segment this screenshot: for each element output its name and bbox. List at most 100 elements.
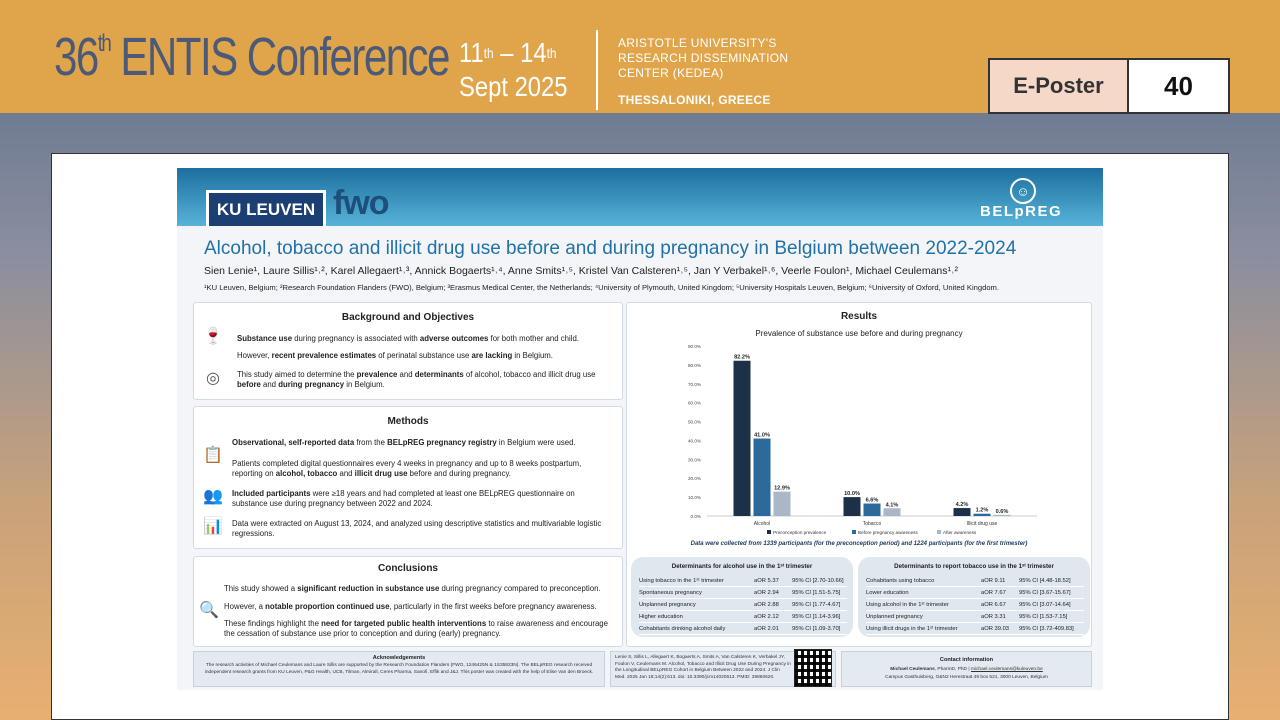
det-alcohol-ci: 95% CI [2.70-10.66] [792,577,844,584]
det-tobacco-label: Using illicit drugs in the 1ˢᵗ trimester [866,625,958,632]
bar-preconception-prevalence [953,508,971,516]
det-tobacco-ci: 95% CI [3.67-15.67] [1019,589,1071,596]
det-alcohol-label: Cohabitants drinking alcohol daily [639,625,726,632]
conference-dates: 11th – 14th Sept 2025 [459,36,568,104]
bar-data-label: 4.1% [886,502,899,508]
chart-title: Prevalence of substance use before and d… [755,329,963,338]
det-tobacco-ci: 95% CI [1.53-7.15] [1019,613,1068,620]
venue-city: THESSALONIKI, GREECE [618,93,771,107]
conference-name: 36th ENTIS Conference [54,27,450,87]
det-alcohol-row: Unplanned pregnancy aOR 2.88 95% CI [1.77-… [639,599,847,611]
y-tick-label: 90.0% [688,344,701,349]
contact-email-link[interactable]: michael.ceulemans@kuleuven.be [970,667,1043,672]
bar-before-pregnancy-awareness [973,513,991,516]
date-end-suffix: th [546,45,557,61]
det-alcohol-row: Using tobacco in the 1ˢᵗ trimester aOR 5.… [639,575,847,587]
legend-label: Before pregnancy awareness [858,530,918,535]
y-tick-label: 70.0% [688,382,701,387]
eposter-badge: E-Poster 40 [988,58,1230,114]
bar-data-label: 4.2% [956,502,969,508]
background-title: Background and Objectives [341,312,475,323]
acknowledgements-title: Acknowledgements [372,655,426,661]
poster: KU LEUVEN fwo ☺ BELpREG Alcohol, tobacco… [177,168,1103,690]
det-tobacco-row: Lower education aOR 7.67 95% CI [3.67-15.6… [866,587,1084,599]
target-icon: ◎ [206,370,220,387]
qr-code[interactable] [794,649,832,687]
x-category-label: Tobacco [863,521,882,527]
x-category-label: Illicit drug use [967,521,998,527]
conclusions-paragraph-1: This study showed a significant reductio… [224,584,601,593]
det-tobacco-label: Cohabitants using tobacco [866,577,935,584]
bar-after-awareness [993,514,1011,516]
tobacco-determinants-table: Determinants to report tobacco use in th… [858,557,1090,637]
bar-data-label: 82.2% [734,355,750,361]
reference-box: Lenie S, Sillis L, Allegaert K, Bogaerts… [610,649,836,687]
background-section: Background and Objectives 🍷 Substance us… [193,302,623,400]
alcohol-determinants-table: Determinants for alcohol use in the 1ˢᵗ … [631,557,853,637]
conference-banner: 36th ENTIS Conference 11th – 14th Sept 2… [0,0,1280,113]
date-month-year: Sept 2025 [459,71,568,102]
conclusions-paragraph-3: These findings highlight the need for ta… [224,619,608,638]
participants-icon: 👥 [203,488,223,505]
conclusions-section: Conclusions 🔍 This study showed a signif… [193,556,623,647]
poster-title: Alcohol, tobacco and illicit drug use be… [204,238,1017,259]
legend-label: Preconception prevalence [773,530,827,535]
reference-text: Lenie S, Sillis L, Allegaert K, Bogaerts… [615,655,791,680]
det-tobacco-label: Unplanned pregnancy [866,613,923,620]
det-tobacco-row: Using illicit drugs in the 1ˢᵗ trimester… [866,623,1084,635]
banner-divider [596,30,598,110]
tobacco-determinants-title: Determinants to report tobacco use in th… [894,563,1054,570]
bar-preconception-prevalence [733,360,751,516]
data-collection-note: Data were collected from 1339 participan… [690,541,1028,547]
det-tobacco-label: Using alcohol in the 1ˢᵗ trimester [866,601,949,608]
det-alcohol-aor: aOR 5.37 [754,577,779,584]
det-tobacco-aor: aOR 39.03 [981,625,1010,632]
methods-section: Methods 📋 Observational, self-reported d… [193,406,623,549]
det-alcohol-row: Spontaneous pregnancy aOR 2.94 95% CI [1.5… [639,587,847,599]
det-alcohol-label: Spontaneous pregnancy [639,589,702,596]
methods-title: Methods [387,416,429,427]
y-tick-label: 10.0% [688,495,701,500]
results-title: Results [840,311,878,322]
eposter-number: 40 [1129,60,1228,112]
det-alcohol-label: Higher education [639,613,683,620]
conference-number: 36 [54,27,99,87]
contact-address: Campus Gasthuisberg, O&N2 Herestraat 49 … [885,675,1048,680]
y-tick-label: 30.0% [688,457,701,462]
date-start-suffix: th [483,45,494,61]
background-paragraph-3: This study aimed to determine the preval… [237,370,596,389]
poster-header: KU LEUVEN fwo ☺ BELpREG [177,168,1103,226]
bar-before-pregnancy-awareness [863,503,881,516]
alcohol-determinants-title: Determinants for alcohol use in the 1ˢᵗ … [671,563,813,570]
x-category-label: Alcohol [754,521,770,527]
det-alcohol-label: Unplanned pregnancy [639,601,696,608]
background-paragraph-1: Substance use during pregnancy is associ… [237,334,579,343]
det-alcohol-ci: 95% CI [1.77-4.67] [792,601,841,608]
det-alcohol-row: Cohabitants drinking alcohol daily aOR 2.… [639,623,847,635]
acknowledgements-text: The research activities of Michael Ceule… [204,663,594,675]
results-section: Results Prevalence of substance use befo… [626,302,1092,647]
venue-line-2: RESEARCH DISSEMINATION [618,51,789,65]
y-tick-label: 50.0% [688,420,701,425]
y-tick-label: 80.0% [688,363,701,368]
date-dash: – [500,37,514,68]
contact-box: Contact information Michael Ceulemans, P… [841,651,1092,687]
methods-paragraph-1: Observational, self-reported data from t… [232,438,576,447]
bar-after-awareness [883,508,901,516]
bar-before-pregnancy-awareness [753,438,771,516]
det-alcohol-aor: aOR 2.88 [754,601,779,608]
bar-data-label: 0.6% [996,509,1009,515]
acknowledgements-box: Acknowledgements The research activities… [193,651,605,687]
det-alcohol-ci: 95% CI [1.09-3.70] [792,625,841,632]
det-tobacco-ci: 95% CI [4.48-18.52] [1019,577,1071,584]
y-tick-label: 60.0% [688,401,701,406]
bar-data-label: 1.2% [976,508,989,514]
substances-icon: 🍷 [203,328,223,345]
bar-data-label: 10.0% [844,491,860,497]
methods-paragraph-2: Patients completed digital questionnaire… [232,459,582,478]
det-tobacco-ci: 95% CI [3.72-409.83] [1019,625,1074,632]
det-tobacco-label: Lower education [866,589,909,596]
det-alcohol-label: Using tobacco in the 1ˢᵗ trimester [639,577,724,584]
venue-line-3: CENTER (KEDEA) [618,66,724,80]
contact-title: Contact information [939,657,994,663]
